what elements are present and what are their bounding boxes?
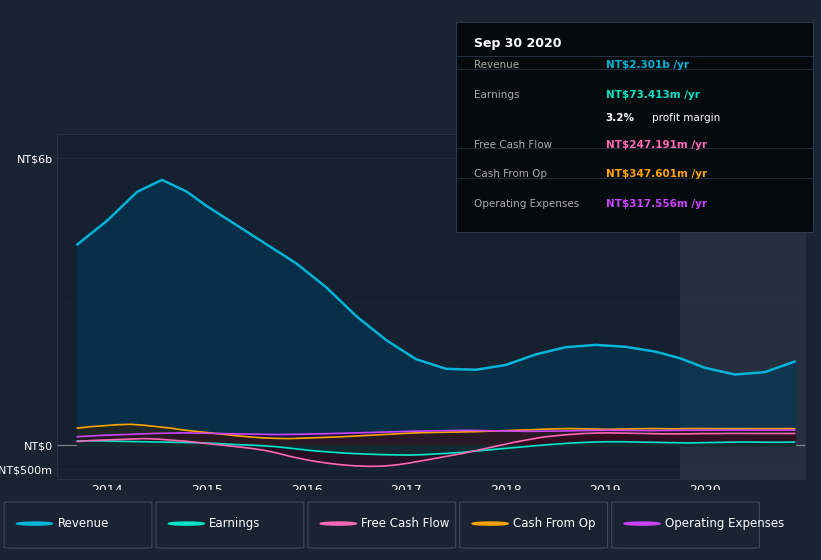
- Text: NT$247.191m /yr: NT$247.191m /yr: [606, 140, 707, 150]
- Text: Free Cash Flow: Free Cash Flow: [474, 140, 552, 150]
- Text: Earnings: Earnings: [209, 517, 261, 530]
- Text: Operating Expenses: Operating Expenses: [474, 199, 579, 209]
- Circle shape: [624, 522, 660, 525]
- Text: Cash From Op: Cash From Op: [474, 170, 547, 179]
- Text: Sep 30 2020: Sep 30 2020: [474, 37, 561, 50]
- Circle shape: [320, 522, 356, 525]
- Text: Revenue: Revenue: [57, 517, 109, 530]
- Text: NT$2.301b /yr: NT$2.301b /yr: [606, 60, 689, 70]
- Text: Cash From Op: Cash From Op: [513, 517, 595, 530]
- Text: Revenue: Revenue: [474, 60, 519, 70]
- Text: 3.2%: 3.2%: [606, 113, 635, 123]
- Text: profit margin: profit margin: [652, 113, 720, 123]
- Text: NT$73.413m /yr: NT$73.413m /yr: [606, 90, 699, 100]
- Circle shape: [168, 522, 204, 525]
- Bar: [680, 134, 805, 479]
- Text: NT$317.556m /yr: NT$317.556m /yr: [606, 199, 707, 209]
- Circle shape: [472, 522, 508, 525]
- Text: NT$347.601m /yr: NT$347.601m /yr: [606, 170, 707, 179]
- Circle shape: [16, 522, 53, 525]
- Text: Operating Expenses: Operating Expenses: [665, 517, 784, 530]
- Text: Free Cash Flow: Free Cash Flow: [361, 517, 450, 530]
- Text: Earnings: Earnings: [474, 90, 519, 100]
